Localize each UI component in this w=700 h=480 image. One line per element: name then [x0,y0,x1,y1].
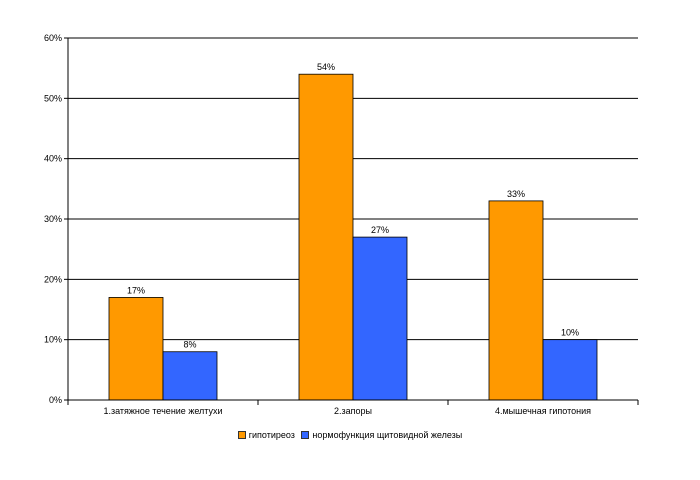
bar-series-2-3 [542,339,598,401]
data-labels: 17% 8% 54% 27% 33% 10% [127,62,579,350]
y-axis-ticks: 0% 10% 20% 30% 40% 50% 60% [44,33,68,405]
data-label: 8% [183,340,196,350]
x-tick-label: 2.запоры [334,406,372,416]
bar-series-1-2 [298,73,354,401]
legend-label-series-1: гипотиреоз [248,430,295,440]
bar-series-2-2 [352,236,408,401]
y-tick-label: 10% [44,335,62,345]
y-tick-label: 0% [49,395,62,405]
x-axis-ticks: 1.затяжное течение желтухи 2.запоры 4.мыше… [67,400,639,416]
legend: гипотиреоз нормофункция щитовидной желез… [0,430,700,441]
y-tick-label: 40% [44,154,62,164]
legend-item-series-2: нормофункция щитовидной железы [301,430,462,440]
bars [108,73,598,401]
legend-label-series-2: нормофункция щитовидной железы [312,430,463,440]
axes [67,38,638,401]
y-tick-label: 60% [44,33,62,43]
legend-swatch-series-2 [301,431,310,439]
x-tick-label: 1.затяжное течение желтухи [103,406,222,416]
bar-series-1-3 [488,200,544,401]
y-tick-label: 30% [44,214,62,224]
bar-series-2-1 [162,351,218,401]
legend-swatch-series-1 [237,431,246,439]
x-tick-label: 4.мышечная гипотония [495,406,591,416]
bar-series-1-1 [108,297,164,401]
data-label: 27% [371,225,389,235]
data-label: 54% [317,62,335,72]
data-label: 10% [561,328,579,338]
data-label: 33% [507,189,525,199]
data-label: 17% [127,285,145,295]
y-tick-label: 20% [44,274,62,284]
legend-item-series-1: гипотиреоз [237,430,295,440]
y-tick-label: 50% [44,93,62,103]
